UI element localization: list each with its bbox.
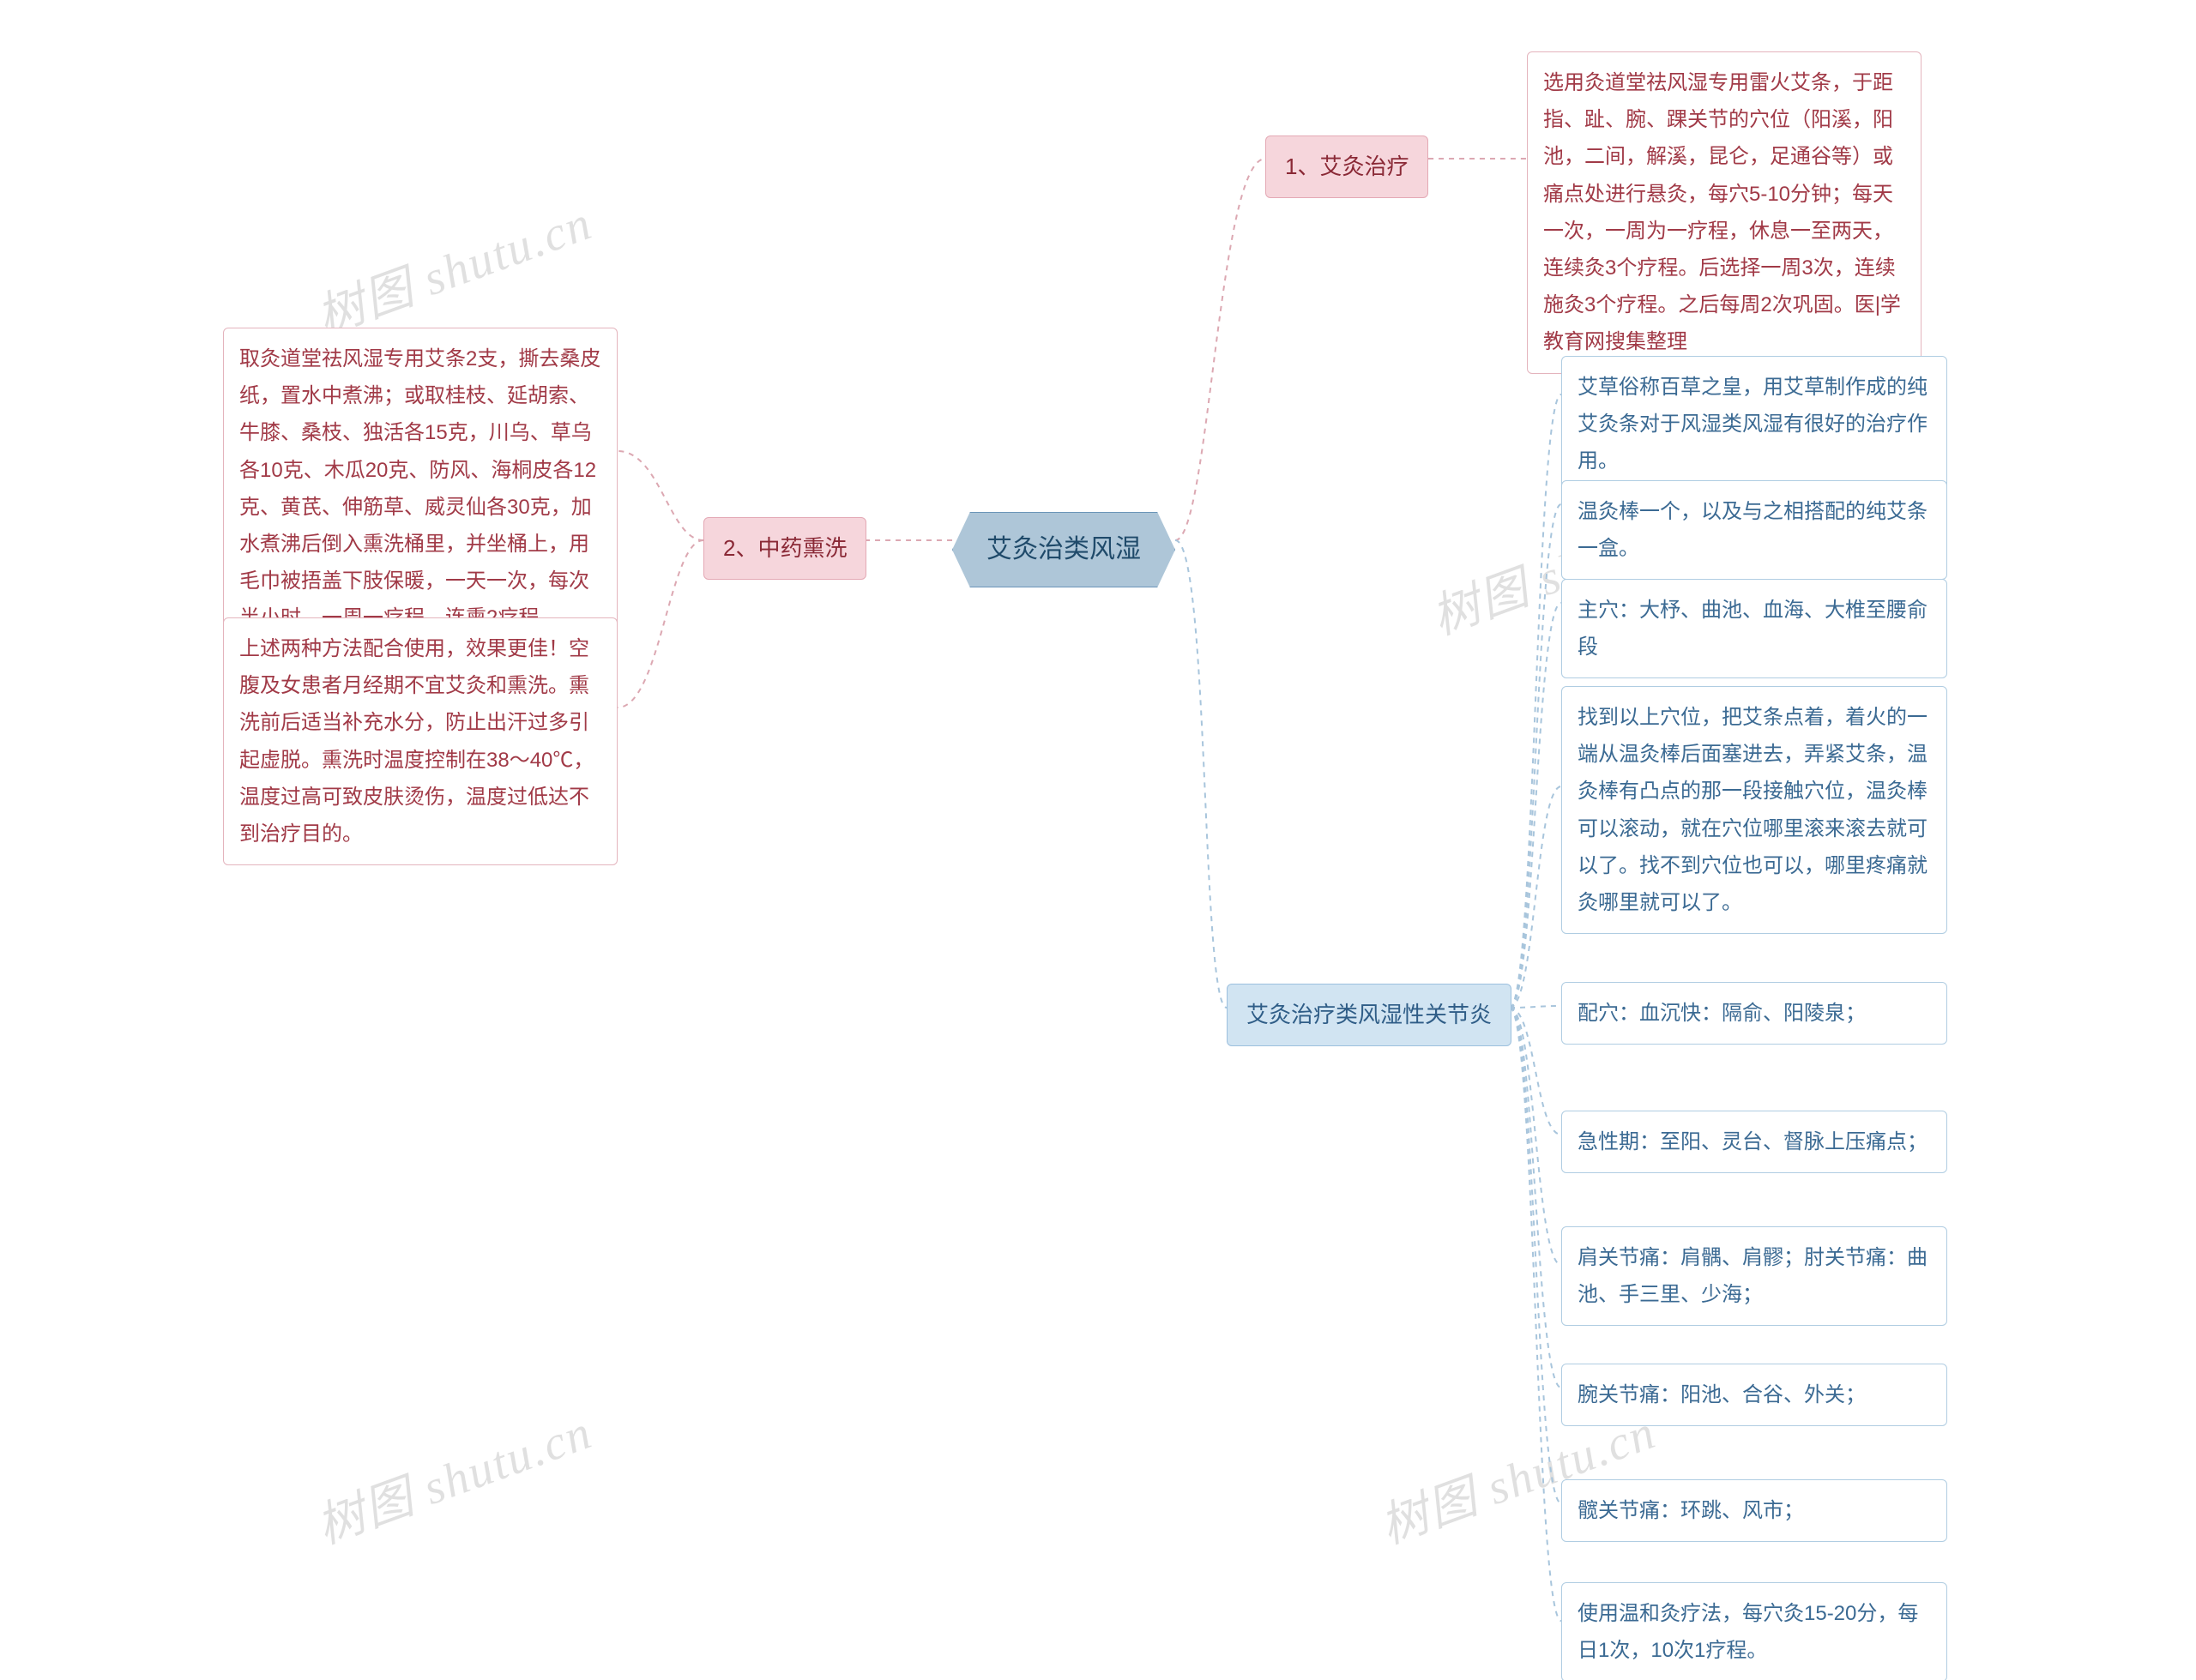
branch-3-leaf: 主穴：大杼、曲池、血海、大椎至腰俞段 — [1561, 579, 1947, 678]
branch-3-leaf: 艾草俗称百草之皇，用艾草制作成的纯艾灸条对于风湿类风湿有很好的治疗作用。 — [1561, 356, 1947, 493]
root-node[interactable]: 艾灸治类风湿 — [952, 512, 1175, 587]
branch-3-leaf: 温灸棒一个，以及与之相搭配的纯艾条一盒。 — [1561, 480, 1947, 580]
branch-3-leaf: 急性期：至阳、灵台、督脉上压痛点； — [1561, 1111, 1947, 1173]
branch-2-leaf: 上述两种方法配合使用，效果更佳！空腹及女患者月经期不宜艾灸和熏洗。熏洗前后适当补… — [223, 617, 618, 865]
branch-1-leaf: 选用灸道堂祛风湿专用雷火艾条，于距指、趾、腕、踝关节的穴位（阳溪，阳池，二间，解… — [1527, 51, 1922, 374]
branch-2-title[interactable]: 2、中药熏洗 — [703, 517, 866, 580]
watermark: 树图 shutu.cn — [305, 1394, 600, 1557]
branch-1-title[interactable]: 1、艾灸治疗 — [1265, 135, 1428, 198]
branch-3-leaf: 髋关节痛：环跳、风市； — [1561, 1479, 1947, 1542]
branch-3-leaf: 找到以上穴位，把艾条点着，着火的一端从温灸棒后面塞进去，弄紧艾条，温灸棒有凸点的… — [1561, 686, 1947, 934]
branch-3-title[interactable]: 艾灸治疗类风湿性关节炎 — [1227, 984, 1511, 1046]
branch-3-leaf: 腕关节痛：阳池、合谷、外关； — [1561, 1364, 1947, 1426]
watermark: 树图 shutu.cn — [305, 184, 600, 348]
branch-3-leaf: 肩关节痛：肩髃、肩髎；肘关节痛：曲池、手三里、少海； — [1561, 1226, 1947, 1326]
branch-2-leaf: 取灸道堂祛风湿专用艾条2支，撕去桑皮纸，置水中煮沸；或取桂枝、延胡索、牛膝、桑枝… — [223, 328, 618, 650]
branch-3-leaf: 使用温和灸疗法，每穴灸15-20分，每日1次，10次1疗程。 — [1561, 1582, 1947, 1680]
branch-3-leaf: 配穴：血沉快：隔俞、阳陵泉； — [1561, 982, 1947, 1045]
